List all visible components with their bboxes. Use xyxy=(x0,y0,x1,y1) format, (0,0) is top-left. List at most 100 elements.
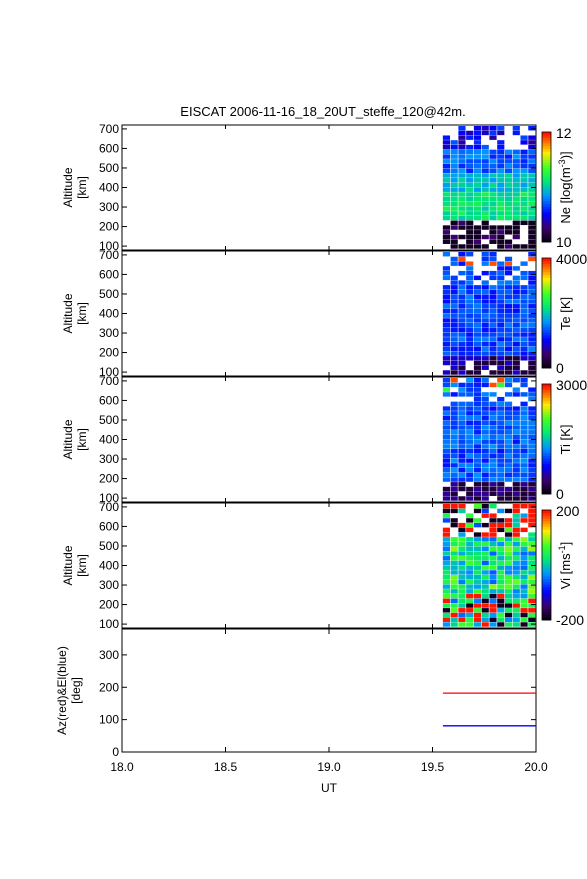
heatmap-cell xyxy=(458,299,466,304)
heatmap-cell xyxy=(497,589,505,594)
heatmap-cell xyxy=(528,565,536,570)
heatmap-cell xyxy=(481,522,489,528)
heatmap-cell xyxy=(497,206,505,211)
y-tick-label: 600 xyxy=(99,141,119,155)
heatmap-cell xyxy=(481,256,489,262)
heatmap-cell xyxy=(497,266,505,271)
heatmap-cell xyxy=(442,508,451,514)
heatmap-cell xyxy=(504,622,513,627)
colorbar-band xyxy=(542,395,551,399)
heatmap-cell xyxy=(489,206,497,211)
colorbar-band xyxy=(542,515,551,519)
heatmap-cell xyxy=(512,149,520,155)
heatmap-cell xyxy=(458,522,466,528)
heatmap-cell xyxy=(450,351,458,356)
heatmap-cell xyxy=(504,522,513,528)
heatmap-cell xyxy=(442,154,451,159)
heatmap-cell xyxy=(473,215,482,221)
heatmap-cell xyxy=(497,382,505,388)
colorbar-min-label: 10 xyxy=(556,234,572,250)
colorbar-band xyxy=(542,518,551,522)
heatmap-cell xyxy=(512,527,520,533)
heatmap-cell xyxy=(489,444,497,449)
heatmap-cell xyxy=(520,496,528,501)
heatmap-cell xyxy=(466,356,474,361)
y-axis-label: Altitude[km] xyxy=(61,167,89,207)
heatmap-cell xyxy=(466,211,474,216)
heatmap-cell xyxy=(458,261,466,266)
heatmap-cell xyxy=(481,201,489,207)
heatmap-cell xyxy=(504,327,513,333)
heatmap-cell xyxy=(473,570,482,575)
heatmap-cell xyxy=(442,513,451,518)
heatmap-cell xyxy=(473,211,482,216)
heatmap-cell xyxy=(489,406,497,411)
heatmap-cell xyxy=(489,201,497,207)
heatmap-cell xyxy=(497,201,505,207)
colorbar-frame xyxy=(541,257,552,369)
heatmap-cell xyxy=(497,327,505,333)
heatmap-cell xyxy=(442,477,451,482)
heatmap-cell xyxy=(520,415,528,421)
colorbar-band xyxy=(542,529,551,533)
heatmap-cell xyxy=(489,126,497,131)
colorbar-band xyxy=(542,335,551,339)
heatmap-cell xyxy=(504,365,513,370)
heatmap-cell xyxy=(520,537,528,542)
heatmap-cell xyxy=(450,149,458,155)
heatmap-cell xyxy=(466,434,474,440)
heatmap-cell xyxy=(520,313,528,318)
heatmap-cell xyxy=(520,140,528,145)
heatmap-cell xyxy=(528,280,536,285)
colorbar: 3000 0 Ti [K] xyxy=(541,377,587,502)
heatmap-cell xyxy=(489,556,497,561)
heatmap-cell xyxy=(512,322,520,328)
colorbar-min-label: -200 xyxy=(556,612,584,628)
heatmap-cell xyxy=(504,486,513,492)
heatmap-cell xyxy=(504,472,513,478)
heatmap-cell xyxy=(473,192,482,197)
colorbar-band xyxy=(542,313,551,317)
colorbar-band xyxy=(542,310,551,314)
heatmap-cell xyxy=(489,392,497,397)
heatmap-cell xyxy=(520,341,528,347)
heatmap-cell xyxy=(520,401,528,407)
heatmap-cell xyxy=(520,608,528,613)
heatmap-cell xyxy=(489,370,497,375)
heatmap-cell xyxy=(466,163,474,169)
heatmap-cell xyxy=(512,560,520,566)
heatmap-cell xyxy=(481,546,489,552)
heatmap-cell xyxy=(489,346,497,352)
colorbar-band xyxy=(542,458,551,462)
x-tick-label: 18.5 xyxy=(214,760,238,774)
heatmap-cell xyxy=(450,341,458,347)
heatmap-cell xyxy=(458,337,466,342)
heatmap-cell xyxy=(528,144,536,150)
heatmap-cell xyxy=(520,382,528,388)
heatmap-cell xyxy=(497,130,505,136)
colorbar-band xyxy=(542,206,551,210)
heatmap-cell xyxy=(466,401,474,407)
heatmap-cell xyxy=(458,420,466,426)
heatmap-cell xyxy=(458,486,466,492)
heatmap-cell xyxy=(481,392,489,397)
heatmap-cell xyxy=(497,486,505,492)
heatmap-cell xyxy=(520,304,528,309)
heatmap-cell xyxy=(466,332,474,337)
heatmap-cell xyxy=(481,154,489,159)
heatmap-cell xyxy=(489,360,497,366)
heatmap-cell xyxy=(458,444,466,449)
heatmap-cell xyxy=(466,252,474,257)
colorbar-band xyxy=(542,386,551,390)
heatmap-cell xyxy=(473,546,482,552)
heatmap-cell xyxy=(458,318,466,323)
heatmap-cell xyxy=(442,463,451,468)
heatmap-cell xyxy=(489,308,497,314)
heatmap-cell xyxy=(512,532,520,537)
heatmap-cell xyxy=(458,570,466,575)
heatmap-cell xyxy=(442,370,451,375)
heatmap-cell xyxy=(497,173,505,178)
heatmap-cell xyxy=(473,378,482,383)
heatmap-cell xyxy=(512,522,520,528)
